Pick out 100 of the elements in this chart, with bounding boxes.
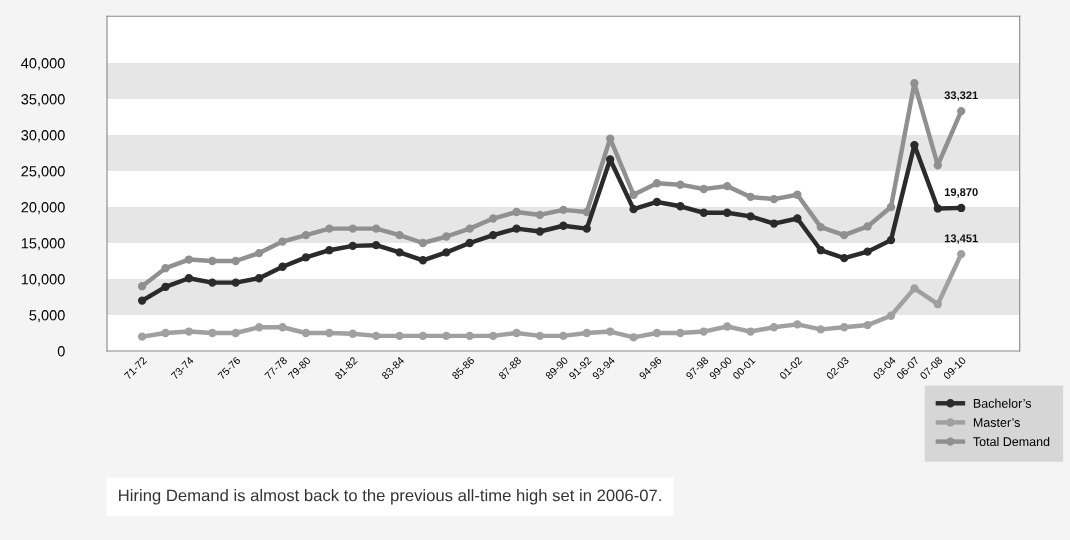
point (559, 331, 568, 341)
data-label: 13,451 (944, 234, 978, 244)
point (957, 106, 966, 116)
point (208, 278, 217, 287)
point (582, 224, 591, 233)
y-tick-label: 10,000 (21, 274, 65, 287)
point (676, 328, 685, 338)
point (793, 214, 802, 223)
point (395, 248, 404, 257)
point (699, 184, 708, 194)
point (699, 208, 708, 217)
point (137, 296, 147, 305)
point (465, 238, 474, 248)
point (840, 323, 849, 332)
point (442, 232, 451, 241)
point (254, 323, 264, 332)
point (535, 210, 545, 220)
point (699, 327, 708, 336)
point (254, 248, 264, 258)
legend-label: Bachelor’s (973, 398, 1032, 408)
point (840, 253, 849, 263)
point (629, 190, 638, 199)
point (418, 331, 428, 341)
point (723, 181, 732, 191)
point (301, 230, 311, 240)
point (933, 300, 942, 309)
y-tick-label: 30,000 (21, 130, 65, 143)
point (723, 208, 732, 217)
point (161, 328, 170, 338)
point (184, 274, 194, 283)
point (886, 235, 896, 245)
point (512, 328, 521, 338)
point (231, 278, 240, 287)
point (652, 179, 662, 188)
point (886, 202, 896, 212)
y-tick-label: 5,000 (29, 310, 65, 323)
point (254, 274, 264, 283)
point (325, 224, 334, 233)
point (886, 311, 896, 320)
point (418, 256, 428, 265)
point (816, 222, 825, 232)
point (957, 249, 966, 259)
point (793, 190, 802, 199)
point (325, 328, 334, 338)
point (348, 329, 357, 338)
point (652, 197, 662, 207)
y-tick-label: 15,000 (21, 238, 65, 251)
point (465, 224, 474, 233)
point (840, 230, 849, 240)
point (184, 255, 194, 264)
point (629, 333, 638, 342)
point (465, 331, 474, 341)
y-tick-label: 0 (57, 346, 65, 357)
point (746, 327, 755, 336)
data-label: 33,321 (944, 91, 978, 101)
point (418, 238, 428, 248)
point (161, 282, 170, 292)
point (278, 262, 287, 271)
point (231, 256, 240, 266)
point (208, 256, 217, 266)
y-tick-label: 40,000 (21, 58, 65, 71)
point (371, 224, 381, 233)
point (933, 204, 942, 213)
point (137, 332, 147, 341)
point (723, 322, 732, 331)
point (442, 331, 451, 341)
point (629, 204, 638, 214)
point (582, 207, 591, 217)
point (676, 180, 685, 189)
point (512, 224, 521, 233)
point (301, 253, 311, 262)
point (559, 221, 568, 230)
point (816, 246, 825, 255)
point (605, 327, 615, 336)
legend-label: Master’s (973, 418, 1020, 427)
point (395, 331, 404, 341)
text: Hiring Demand is almost back to the previous all-time high set in 2006-07. (119, 489, 661, 505)
y-tick-label: 35,000 (21, 94, 65, 107)
point (559, 205, 568, 215)
point (442, 248, 451, 257)
point (184, 327, 194, 336)
point (371, 240, 381, 250)
point (863, 320, 872, 330)
point (535, 331, 545, 341)
point (676, 202, 685, 211)
point (957, 203, 966, 213)
point (488, 214, 498, 223)
point (137, 282, 147, 291)
point (769, 323, 779, 332)
legend-label: Total Demand (973, 436, 1050, 447)
point (278, 237, 287, 246)
point (863, 247, 872, 256)
point (301, 328, 311, 338)
y-tick-label: 25,000 (21, 166, 65, 179)
point (793, 320, 802, 329)
point (208, 328, 217, 338)
point (652, 328, 662, 338)
point (863, 222, 872, 231)
point (512, 207, 521, 217)
point (278, 323, 287, 332)
